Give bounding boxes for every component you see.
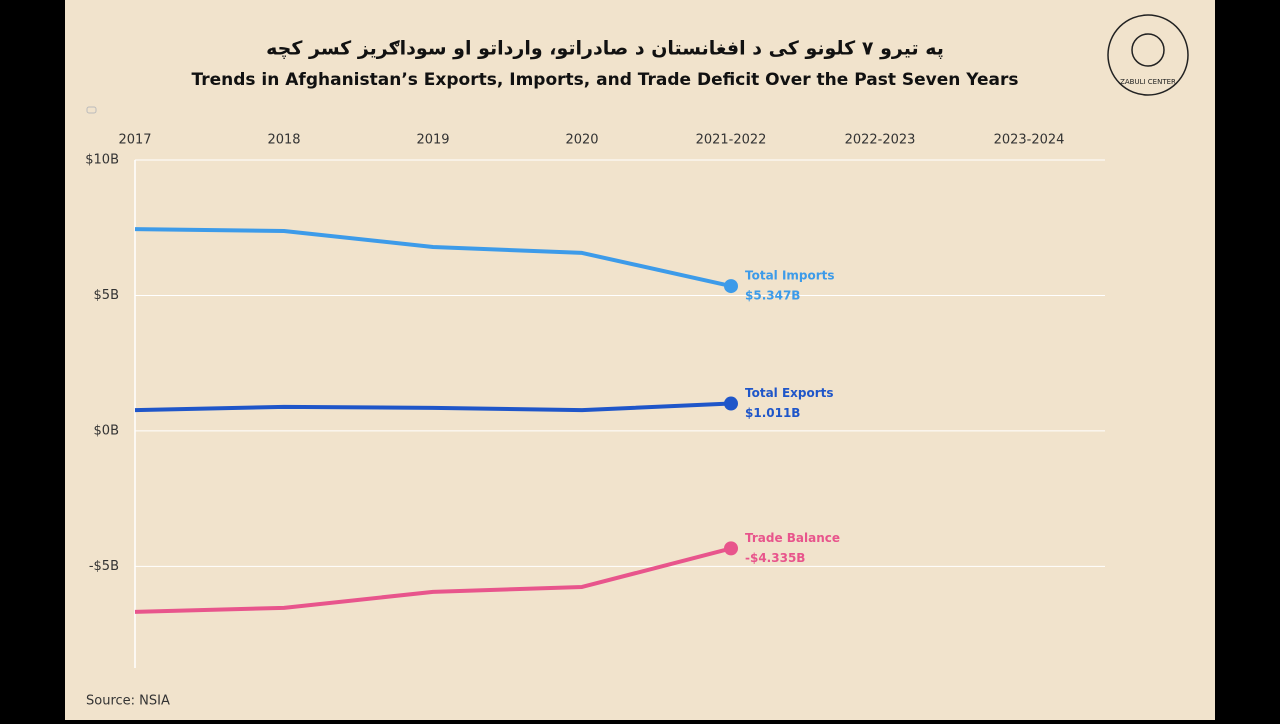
end-point: [724, 279, 738, 294]
logo-ring: [1107, 14, 1189, 96]
data-label: -$4.335B: [745, 551, 805, 565]
legend-label: Total Exports: [745, 386, 834, 400]
x-tick-label: 2021-2022: [696, 133, 767, 148]
y-tick-label: $10B: [85, 153, 119, 168]
logo: ZABULI CENTER: [1107, 14, 1189, 96]
series-line: [134, 227, 732, 289]
source: Source: NSIA: [86, 694, 170, 709]
y-tick-label: $0B: [94, 423, 119, 438]
end-point: [724, 541, 738, 556]
data-label: $1.011B: [745, 406, 800, 420]
data-label: $5.347B: [745, 289, 800, 303]
x-tick-label: 2022-2023: [845, 133, 916, 148]
icon: [86, 106, 97, 114]
chart-subtitle: Trends in Afghanistan’s Exports, Imports…: [191, 70, 1018, 90]
y-tick-label: $5B: [94, 288, 119, 303]
panel: [65, 0, 1215, 720]
chart-title: په تیرو ۷ کلونو کی د افغانستان د صادراتو…: [266, 38, 944, 60]
logo-face: [1131, 33, 1165, 67]
x-tick-label: 2018: [267, 133, 300, 148]
x-tick-label: 2017: [118, 133, 151, 148]
legend-label: Trade Balance: [745, 531, 840, 545]
series-line: [134, 401, 732, 413]
logo-text: ZABULI CENTER: [1120, 78, 1176, 86]
x-tick-label: 2019: [416, 133, 449, 148]
legend-label: Total Imports: [745, 269, 835, 283]
x-tick-label: 2020: [565, 133, 598, 148]
x-tick-label: 2023-2024: [994, 133, 1065, 148]
series-line: [134, 546, 732, 614]
y-tick-label: -$5B: [89, 559, 119, 574]
end-point: [724, 396, 738, 411]
